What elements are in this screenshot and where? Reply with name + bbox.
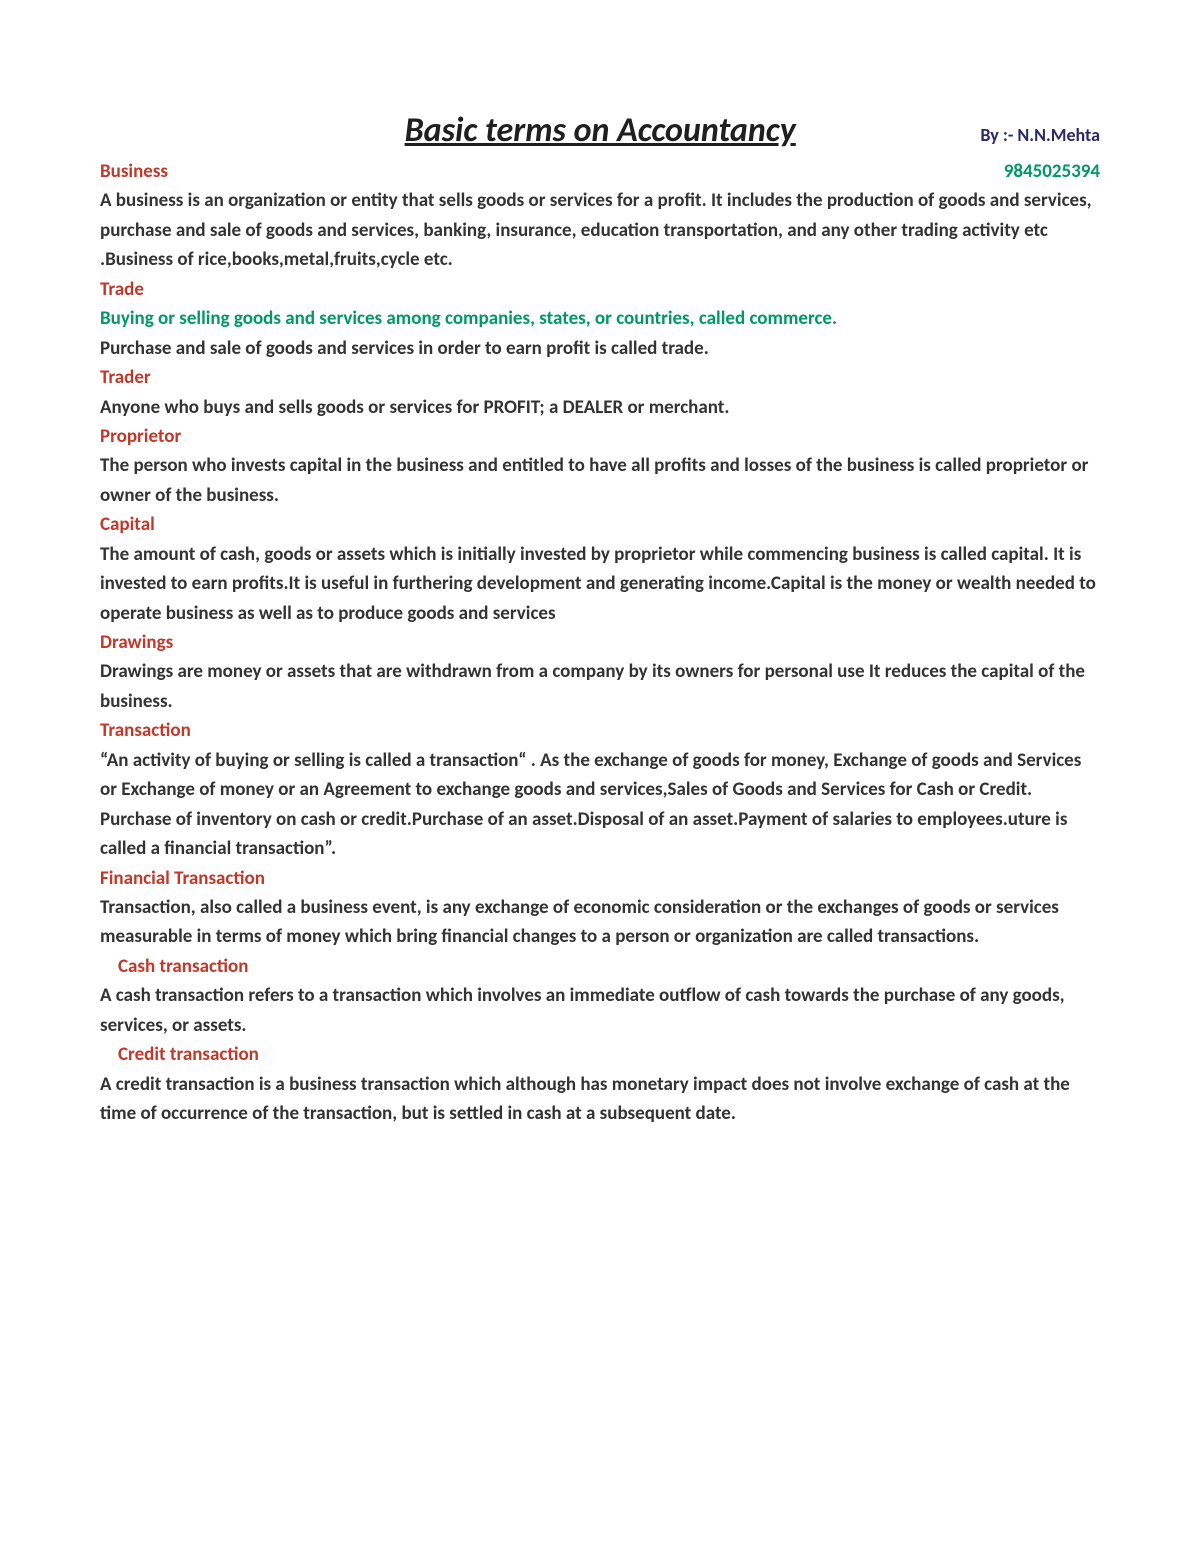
term-capital: Capital (100, 510, 1100, 539)
term-cash-transaction: Cash transaction (100, 952, 1100, 981)
term-drawings: Drawings (100, 628, 1100, 657)
phone-number: 9845025394 (1004, 160, 1100, 183)
body-capital: The amount of cash, goods or assets whic… (100, 540, 1100, 628)
body-financial-transaction: Transaction, also called a business even… (100, 893, 1100, 952)
document-page: Basic terms on Accountancy By :- N.N.Meh… (0, 0, 1200, 1553)
term-transaction: Transaction (100, 716, 1100, 745)
header-row: Basic terms on Accountancy By :- N.N.Meh… (100, 110, 1100, 151)
term-trade: Trade (100, 275, 1100, 304)
term-financial-transaction: Financial Transaction (100, 864, 1100, 893)
term-credit-transaction: Credit transaction (100, 1040, 1100, 1069)
document-title: Basic terms on Accountancy (220, 110, 980, 151)
body-business: A business is an organization or entity … (100, 186, 1100, 274)
body-trade: Purchase and sale of goods and services … (100, 334, 1100, 363)
subheader-row: Business 9845025394 (100, 157, 1100, 186)
body-transaction: “An activity of buying or selling is cal… (100, 746, 1100, 864)
term-business: Business (100, 157, 168, 186)
body-cash-transaction: A cash transaction refers to a transacti… (100, 981, 1100, 1040)
body-credit-transaction: A credit transaction is a business trans… (100, 1070, 1100, 1129)
body-trader: Anyone who buys and sells goods or servi… (100, 393, 1100, 422)
author-name: By :- N.N.Mehta (980, 124, 1100, 146)
term-proprietor: Proprietor (100, 422, 1100, 451)
body-proprietor: The person who invests capital in the bu… (100, 451, 1100, 510)
green-trade: Buying or selling goods and services amo… (100, 304, 1100, 333)
term-trader: Trader (100, 363, 1100, 392)
body-drawings: Drawings are money or assets that are wi… (100, 657, 1100, 716)
